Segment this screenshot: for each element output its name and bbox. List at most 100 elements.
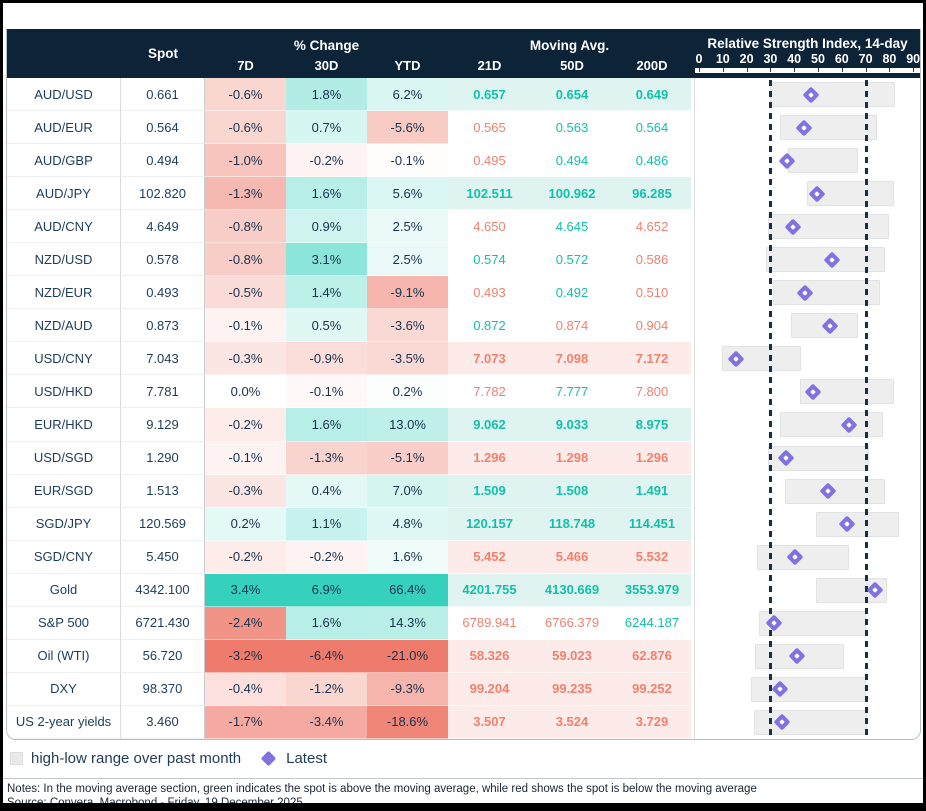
pct-change-30d-cell: 0.7%: [286, 111, 367, 145]
rsi-cell: [695, 640, 920, 673]
asset-name: USD/CNY: [7, 342, 121, 376]
table-row: AUD/JPY 102.820 -1.3% 1.6% 5.6% 102.511 …: [7, 177, 920, 211]
rsi-tick-label: 70: [858, 52, 873, 66]
rsi-cell: [695, 673, 920, 706]
notes-text: Notes: In the moving average section, gr…: [7, 782, 757, 795]
ma-50d-cell: 99.235: [531, 672, 613, 706]
ma-21d-cell: 1.509: [448, 474, 531, 508]
pct-change-7d-cell: -0.8%: [205, 210, 286, 244]
ma-21d-cell: 7.073: [448, 342, 531, 376]
pct-change-30d-cell: 1.6%: [286, 408, 367, 442]
table-body: AUD/USD 0.661 -0.6% 1.8% 6.2% 0.657 0.65…: [7, 78, 920, 739]
pct-change-7d-cell: -0.4%: [205, 672, 286, 706]
rsi-range-bar: [753, 709, 867, 735]
table-header: Spot % Change 7D 30D YTD Moving Avg. 21D…: [7, 29, 920, 78]
rsi-tick-mark: [818, 68, 819, 72]
ma-200d-cell: 0.649: [613, 78, 691, 112]
pct-change-7d-cell: -1.0%: [205, 144, 286, 178]
marker-core: [790, 223, 796, 230]
spot-value: 9.129: [121, 408, 205, 442]
range-legend-label: high-low range over past month: [31, 750, 242, 768]
pct-change-group: % Change 7D 30D YTD: [205, 29, 448, 78]
pct-change-ytd-cell: -3.6%: [367, 309, 448, 343]
asset-name: AUD/USD: [7, 78, 121, 112]
pct-change-30d-cell: 1.4%: [286, 276, 367, 310]
rsi-cell: [695, 442, 920, 475]
pct-change-ytd-cell: 2.5%: [367, 210, 448, 244]
ma-50d-cell: 0.494: [531, 144, 613, 178]
ma-200d-cell: 7.800: [613, 375, 691, 409]
pct-change-7d-cell: 0.2%: [205, 507, 286, 541]
marker-core: [810, 389, 817, 395]
pct-change-ytd-cell: 5.6%: [367, 177, 448, 211]
pct-change-30d-cell: 0.9%: [286, 210, 367, 244]
asset-name: AUD/EUR: [7, 111, 121, 145]
marker-core: [843, 521, 850, 527]
rsi-range-bar: [757, 544, 849, 570]
table-row: USD/SGD 1.290 -0.1% -1.3% -5.1% 1.296 1.…: [7, 441, 920, 475]
rsi-tick-mark: [746, 68, 748, 72]
spot-value: 56.720: [121, 639, 205, 673]
asset-name: EUR/HKD: [7, 408, 121, 442]
rsi-cell: [695, 144, 920, 177]
spot-value: 0.494: [121, 144, 205, 178]
pct-change-7d-cell: -2.4%: [205, 606, 286, 640]
pct-change-7d-cell: -0.6%: [205, 111, 286, 145]
footer: Notes: In the moving average section, gr…: [3, 777, 923, 803]
table-row: S&P 500 6721.430 -2.4% 1.6% 14.3% 6789.9…: [7, 606, 920, 640]
ma-21d-cell: 0.495: [448, 144, 531, 178]
spot-value: 120.569: [121, 507, 205, 541]
asset-name: NZD/EUR: [7, 276, 121, 310]
ma-200d-cell: 8.975: [613, 408, 691, 442]
ma-21d-cell: 99.204: [448, 672, 531, 706]
spot-column-header: Spot: [148, 46, 178, 61]
asset-name: NZD/AUD: [7, 309, 121, 343]
latest-legend-label: Latest: [286, 750, 327, 768]
rsi-range-bar: [772, 280, 880, 306]
spot-value: 0.873: [121, 309, 205, 343]
rsi-cell: [695, 375, 920, 408]
ma-200d-cell: 1.296: [613, 441, 691, 475]
column-divider: [691, 342, 695, 376]
ma-21d-cell: 9.062: [448, 408, 531, 442]
ma-50d-cell: 1.508: [531, 474, 613, 508]
column-divider: [691, 309, 695, 343]
source-text: Source: Convera, Macrobond - Friday, 19 …: [7, 796, 923, 803]
spot-value: 4.649: [121, 210, 205, 244]
marker-core: [829, 256, 836, 263]
markets-table: Spot % Change 7D 30D YTD Moving Avg. 21D…: [6, 29, 921, 740]
rsi-tick-label: 60: [834, 52, 849, 66]
ma-21d-cell: 3.507: [448, 705, 531, 739]
ma-21d-cell: 4201.755: [448, 573, 531, 607]
pct-change-7d-cell: -3.2%: [205, 639, 286, 673]
asset-name: Gold: [7, 573, 121, 607]
pct-change-7d-cell: -0.2%: [205, 540, 286, 574]
column-divider: [691, 639, 695, 673]
table-row: Oil (WTI) 56.720 -3.2% -6.4% -21.0% 58.3…: [7, 639, 920, 673]
ma-200d-cell: 0.904: [613, 309, 691, 343]
ma-50d-cell: 4130.669: [531, 573, 613, 607]
asset-name: USD/HKD: [7, 375, 121, 409]
col-header-7d: 7D: [237, 58, 254, 73]
ma-50d-cell: 4.645: [531, 210, 613, 244]
pct-change-ytd-cell: -0.1%: [367, 144, 448, 178]
column-divider: [691, 408, 695, 442]
marker-core: [777, 686, 783, 693]
table-row: SGD/CNY 5.450 -0.2% -0.2% 1.6% 5.452 5.4…: [7, 540, 920, 574]
rsi-range-bar: [815, 511, 899, 537]
table-row: NZD/AUD 0.873 -0.1% 0.5% -3.6% 0.872 0.8…: [7, 309, 920, 343]
rsi-threshold-line-30: [769, 80, 773, 735]
marker-core: [827, 322, 833, 329]
asset-name: SGD/CNY: [7, 540, 121, 574]
moving-avg-group: Moving Avg. 21D 50D 200D: [448, 29, 691, 78]
asset-name: DXY: [7, 672, 121, 706]
ma-200d-cell: 4.652: [613, 210, 691, 244]
marker-core: [784, 157, 790, 164]
spot-value: 0.564: [121, 111, 205, 145]
pct-change-30d-cell: 1.8%: [286, 78, 367, 112]
asset-name: EUR/SGD: [7, 474, 121, 508]
asset-name: AUD/CNY: [7, 210, 121, 244]
pct-change-7d-cell: -0.2%: [205, 408, 286, 442]
rsi-cell: [695, 408, 920, 441]
col-header-200d: 200D: [636, 58, 668, 73]
